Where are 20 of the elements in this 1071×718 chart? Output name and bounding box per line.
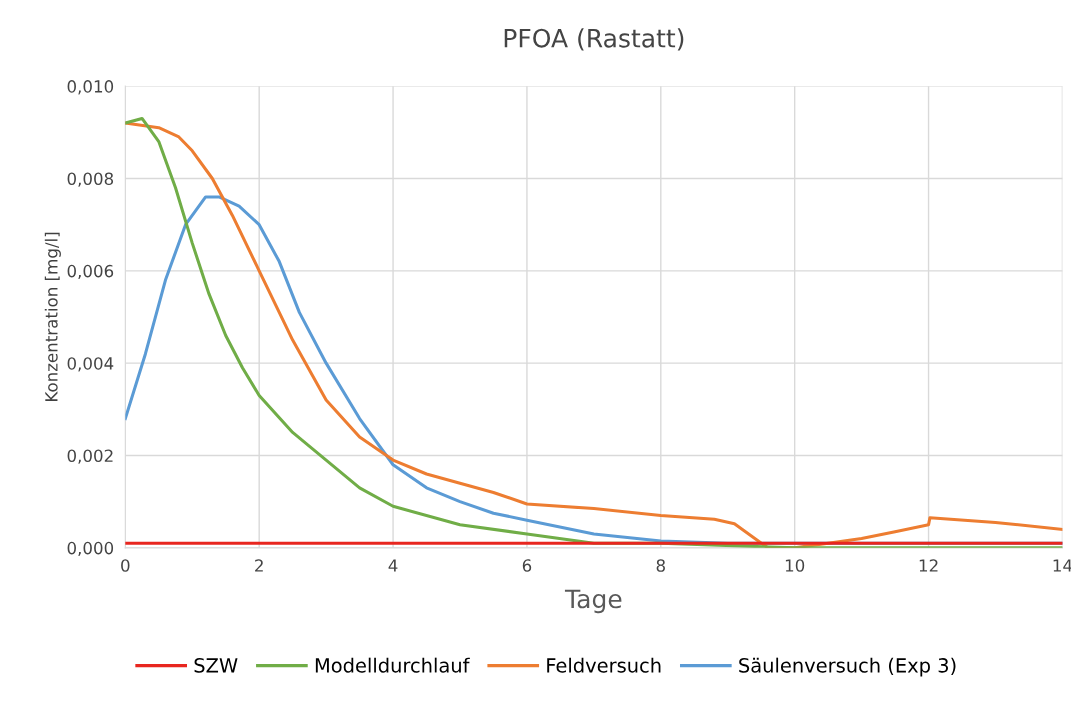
y-tick-label: 0,010 [67,80,114,95]
x-tick-label: 12 [919,559,938,572]
x-tick-label: 0 [121,559,130,572]
y-tick-label: 0,006 [67,264,114,280]
y-tick-label: 0,004 [67,357,114,372]
x-tick-label: 6 [522,559,532,572]
x-axis-title: Tage [564,589,622,614]
chart-title: PFOA (Rastatt) [504,28,684,51]
x-tick-label: 8 [656,559,665,572]
y-axis-title: Konzentration [mg/l] [44,232,61,402]
y-tick-label: 0,002 [67,449,113,464]
x-tick-label: 10 [785,559,805,572]
x-tick-label: 2 [255,559,263,572]
y-tick-label: 0,000 [67,541,114,557]
y-tick-label: 0,008 [67,172,114,187]
legend-label: Modelldurchlauf [315,657,470,673]
legend-label: Säulenversuch (Exp 3) [739,657,956,677]
legend-label: SZW [194,658,238,673]
x-tick-label: 4 [388,559,398,572]
legend-label: Feldversuch [547,657,661,673]
